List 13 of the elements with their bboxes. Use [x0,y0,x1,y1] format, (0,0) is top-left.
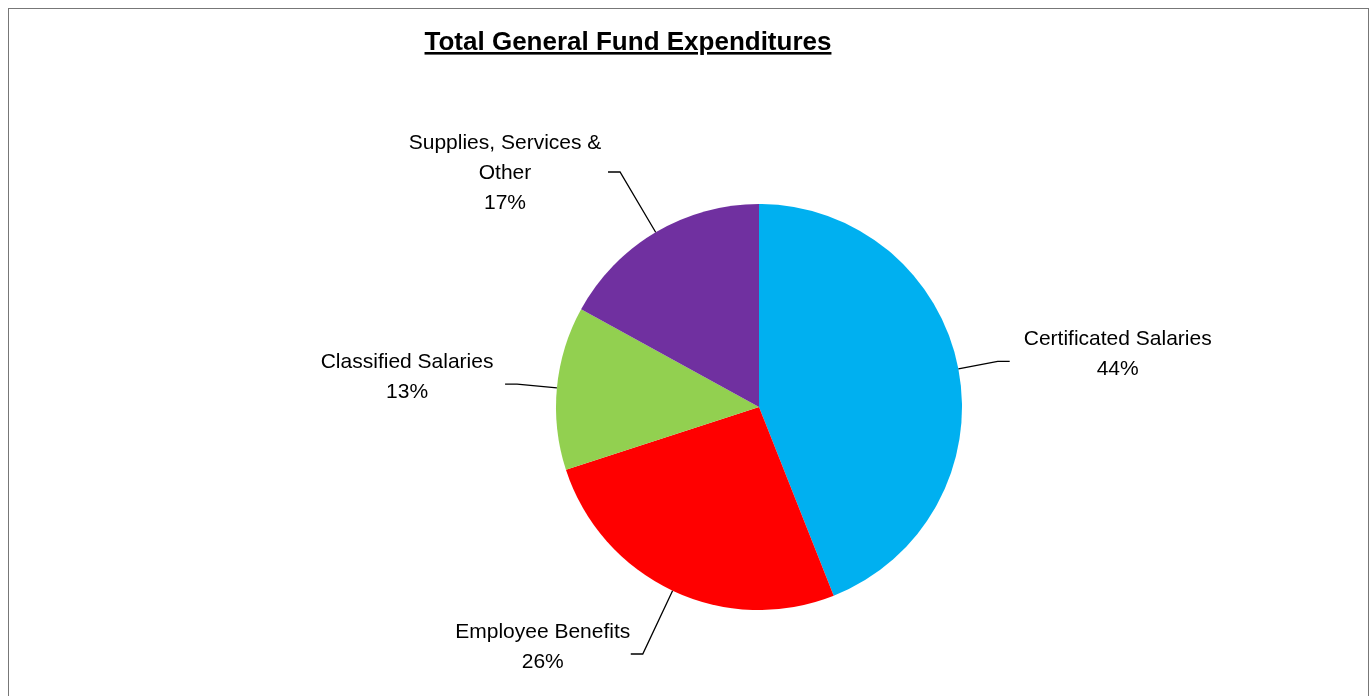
data-label: 17% [484,190,527,214]
pie-slice [759,204,962,596]
slice-label: Employee Benefits [455,619,631,643]
pie-slice [565,407,834,610]
slice-label: Classified Salaries [320,349,494,373]
data-label: 13% [386,379,429,403]
pie-slice [581,204,759,407]
slice-label: Supplies, Services & Other [408,130,602,184]
chart-title: Total General Fund Expenditures [424,26,832,56]
pie-slice [556,309,759,470]
slice-label: Certificated Salaries [1023,326,1212,350]
data-label: 26% [521,649,564,673]
data-label: 44% [1096,356,1139,380]
